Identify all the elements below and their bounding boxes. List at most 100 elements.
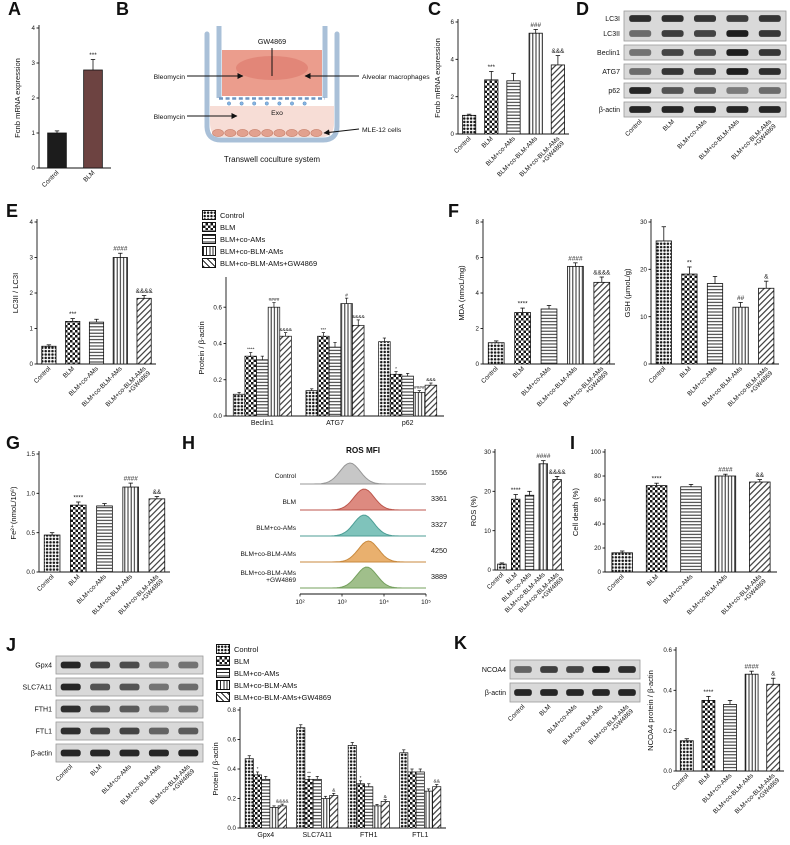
blot-band [178,727,199,735]
y-tick-label: 8 [476,219,480,226]
exo-label: Exo [271,110,283,117]
blot-band [148,683,169,691]
blot-band [60,749,81,757]
significance-marker: * [360,775,362,781]
bar [41,345,57,365]
legend-label: BLM [220,222,236,232]
significance-marker: **** [73,494,83,501]
bar [714,475,737,573]
legend-item: Control [202,210,317,220]
bar [701,700,716,772]
blot-band [726,49,749,56]
blot-band [540,666,558,673]
legend-item: BLM+co-BLM-AMs+GW4869 [216,692,331,702]
blot-band [119,683,140,691]
panel-b-transwell-diagram: GW4869 Bleomycin Alveolar macrophages Bleom… [154,26,430,164]
blot-row-label: β-actin [599,107,620,114]
y-tick-label: 20 [640,267,647,274]
group-label: FTH1 [360,832,378,839]
y-axis-label: ROS (%) [469,495,478,526]
legend-swatch-diag-icon [202,258,216,268]
blot-band [592,689,610,696]
bar [88,321,105,365]
panel-j-legend: Control BLM BLM+co-AMs BLM+co-BLM-AMs BL… [216,644,331,702]
flow-curve [300,540,426,563]
blot-band [148,705,169,713]
blot-band [629,68,652,75]
blot-band [693,87,717,94]
blot-band [629,30,652,37]
y-tick-label: 6 [451,19,455,26]
y-tick-label: 3 [30,255,34,262]
flow-curve [300,462,426,485]
bar [148,498,166,573]
blot-band [566,689,584,696]
bar [305,390,318,417]
legend-item: BLM+co-AMs [202,234,317,244]
blot-band [693,106,717,113]
blot-band [60,683,81,691]
bar [321,798,330,829]
y-tick-label: 3 [32,60,36,67]
blot-band [693,49,717,56]
blot-band [618,666,636,673]
x-category-label: BLM+co-BLM-AMs+GW4869 [720,573,768,621]
blot-row-label: ATG7 [602,69,620,76]
significance-marker: **** [652,476,662,483]
bar [655,240,672,365]
blot-band [514,689,532,696]
blot-band [566,666,584,673]
x-category-label: BLM [82,169,96,183]
y-tick-label: 0.4 [663,688,672,695]
y-tick-label: 0.0 [227,825,236,832]
y-tick-label: 0.4 [227,766,236,773]
bar [511,498,521,571]
y-axis-label: Protein / β-actin [211,742,220,795]
blot-row-label: p62 [608,88,620,95]
significance-marker: ** [687,259,692,266]
blot-band [148,749,169,757]
bar [497,563,507,571]
y-tick-label: 0.6 [213,304,222,311]
blot-band [629,106,652,113]
y-tick-label: 6 [476,255,480,262]
significance-marker: *** [321,327,327,333]
legend-label: BLM+co-BLM-AMs [234,680,298,690]
bar [487,342,505,365]
blot-band [661,106,684,113]
flow-curve [300,566,426,589]
y-tick-label: 100 [591,449,602,456]
blot-band [629,15,652,22]
y-tick-label: 0 [30,361,34,368]
blot-band [758,49,781,56]
y-axis-label: NCOA4 protein / β-actin [646,670,655,751]
flow-title: ROS MFI [346,446,380,455]
bar [744,673,759,772]
bar [540,308,558,365]
group-label: Gpx4 [257,832,274,839]
blot-band [661,68,684,75]
legend-label: Control [234,644,259,654]
bar [296,727,306,829]
bar [269,806,279,829]
bar [593,281,611,365]
bar [317,335,330,417]
legend-swatch-vlines-icon [202,246,216,256]
panel-i-cell-death-chart: 0 20 40 60 80 100 Cell death (%) Control **** BLM… [571,449,777,621]
x-category-label: BLM [698,772,712,786]
significance-marker: #### [414,385,425,391]
bar [352,324,365,417]
bar [432,786,442,829]
bleomycin-bottom-label: Bleomycin [154,114,186,121]
significance-marker: #### [269,297,280,303]
blot-band [726,106,749,113]
blot-row-label: Gpx4 [35,662,52,669]
bar [389,373,403,417]
panel-label-d: D [576,0,589,19]
x-category-label: Control [41,169,61,189]
blot-band [119,749,140,757]
legend-item: BLM+co-BLM-AMs [202,246,317,256]
